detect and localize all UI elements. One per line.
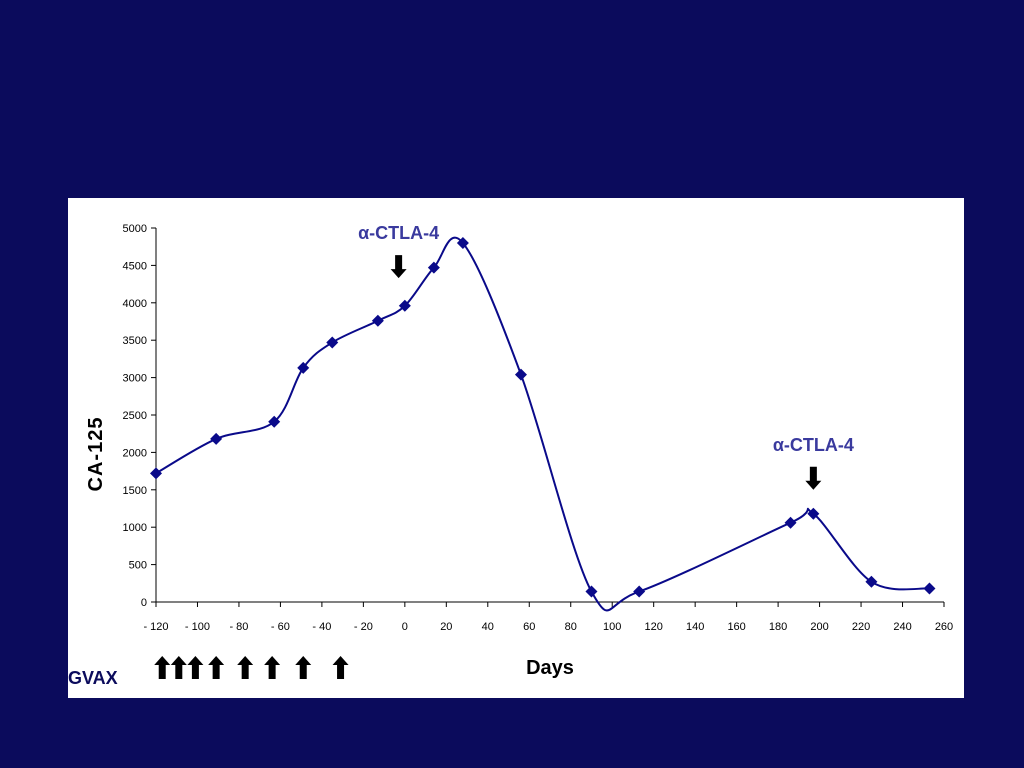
data-point <box>807 507 820 520</box>
gvax-arrow <box>332 656 349 679</box>
data-point <box>923 582 936 595</box>
ctla4-label: α-CTLA-4 <box>773 435 854 455</box>
x-tick-label: 160 <box>727 621 745 633</box>
x-tick-label: 180 <box>769 621 787 633</box>
gvax-arrow <box>170 656 187 679</box>
gvax-arrow <box>237 656 254 679</box>
data-point <box>585 585 598 598</box>
x-tick-label: 40 <box>482 621 494 633</box>
y-tick-label: 2500 <box>123 410 147 422</box>
tick-labels: 0500100015002000250030003500400045005000… <box>123 223 954 633</box>
gvax-label: GVAX <box>68 668 118 688</box>
chart-panel: 0 500 1000 1500 2000 2500 3000 3500 4000 4500 5000… <box>68 198 964 698</box>
data-point <box>371 314 384 327</box>
y-tick-label: 0 <box>141 597 147 609</box>
data-point <box>456 236 469 249</box>
x-tick-label: - 100 <box>185 621 210 633</box>
data-point <box>633 585 646 598</box>
x-tick-label: 0 <box>402 621 408 633</box>
data-point <box>427 261 440 274</box>
x-tick-label: 80 <box>565 621 577 633</box>
x-tick-label: 240 <box>893 621 911 633</box>
data-point <box>210 432 223 445</box>
data-point <box>297 361 310 374</box>
x-tick-label: 100 <box>603 621 621 633</box>
series-line <box>155 236 930 612</box>
data-point <box>326 336 339 349</box>
x-tick-label: 220 <box>852 621 870 633</box>
x-axis-title: Days <box>526 657 574 679</box>
gvax-arrow <box>187 656 204 679</box>
data-point <box>784 516 797 529</box>
x-tick-label: - 60 <box>271 621 290 633</box>
gvax-arrow <box>264 656 281 679</box>
y-tick-label: 5000 <box>123 223 147 235</box>
x-tick-label: - 80 <box>229 621 248 633</box>
x-tick-label: - 120 <box>143 621 168 633</box>
data-markers <box>150 236 936 598</box>
x-tick-label: 60 <box>523 621 535 633</box>
y-tick-label: 3500 <box>123 335 147 347</box>
x-tick-label: 120 <box>645 621 663 633</box>
x-tick-label: 20 <box>440 621 452 633</box>
x-tick-label: 200 <box>810 621 828 633</box>
axes <box>151 227 945 607</box>
x-tick-label: 260 <box>935 621 953 633</box>
y-axis-title: CA-125 <box>85 417 107 492</box>
data-point <box>268 415 281 428</box>
gvax-arrow <box>208 656 225 679</box>
x-tick-label: - 20 <box>354 621 373 633</box>
gvax-arrow <box>295 656 312 679</box>
data-point <box>398 299 411 312</box>
data-point <box>865 575 878 588</box>
y-tick-label: 500 <box>129 560 147 572</box>
ca125-chart: 0500100015002000250030003500400045005000… <box>68 223 954 688</box>
y-tick-label: 4000 <box>123 298 147 310</box>
x-tick-label: 140 <box>686 621 704 633</box>
gvax-arrow <box>154 656 171 679</box>
ctla4-label: α-CTLA-4 <box>358 223 439 243</box>
y-tick-label: 3000 <box>123 373 147 385</box>
x-tick-label: - 40 <box>312 621 331 633</box>
y-tick-label: 2000 <box>123 447 147 459</box>
annotations: α-CTLA-4 α-CTLA-4 <box>358 223 854 490</box>
y-tick-label: 1500 <box>123 485 147 497</box>
y-tick-label: 4500 <box>123 260 147 272</box>
gvax-schedule: GVAX <box>68 656 349 688</box>
data-point <box>514 368 527 381</box>
y-tick-label: 1000 <box>123 522 147 534</box>
ctla4-arrow <box>390 255 407 279</box>
ctla4-arrow <box>805 466 822 490</box>
data-point <box>150 467 162 480</box>
